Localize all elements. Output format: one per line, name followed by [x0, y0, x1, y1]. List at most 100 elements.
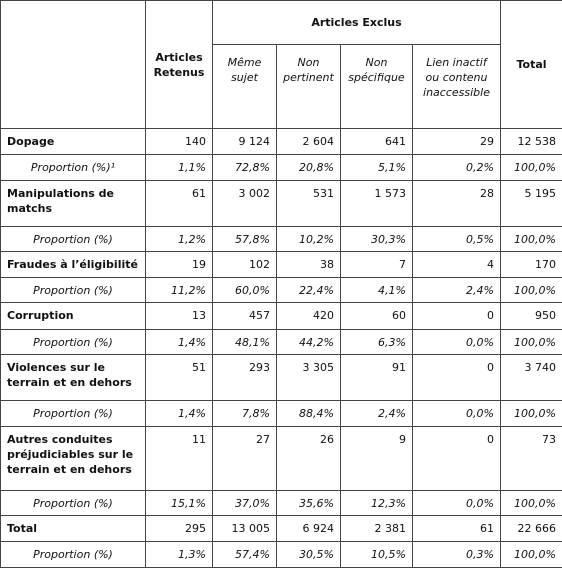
- cell: 531: [277, 181, 341, 227]
- cell: 3 305: [277, 355, 341, 401]
- cell: 457: [213, 303, 277, 330]
- cell: 73: [501, 427, 562, 491]
- row-label: Total: [1, 516, 146, 542]
- cell: 60: [341, 303, 413, 330]
- cell: 27: [213, 427, 277, 491]
- cell: 22 666: [501, 516, 562, 542]
- cell: 100,0%: [501, 542, 562, 568]
- cell: 13: [146, 303, 213, 330]
- cell: 6 924: [277, 516, 341, 542]
- cell: 4: [413, 252, 501, 278]
- cell: 7,8%: [213, 401, 277, 427]
- cell: 1,3%: [146, 542, 213, 568]
- cell: 2,4%: [341, 401, 413, 427]
- cell: 3 740: [501, 355, 562, 401]
- row-label: Proportion (%): [1, 542, 146, 568]
- cell: 100,0%: [501, 278, 562, 303]
- cell: 1,1%: [146, 155, 213, 181]
- row-label: Dopage: [1, 129, 146, 155]
- cell: 100,0%: [501, 227, 562, 252]
- cell: 26: [277, 427, 341, 491]
- row-label: Manipulations de matchs: [1, 181, 146, 227]
- cell: 5,1%: [341, 155, 413, 181]
- cell: 102: [213, 252, 277, 278]
- header-cell: Lien inactif ou contenu inaccessible: [413, 45, 501, 129]
- header-cell: Articles Exclus: [213, 1, 501, 45]
- cell: 5 195: [501, 181, 562, 227]
- cell: 30,3%: [341, 227, 413, 252]
- cell: 30,5%: [277, 542, 341, 568]
- cell: 1,2%: [146, 227, 213, 252]
- cell: 51: [146, 355, 213, 401]
- cell: 15,1%: [146, 491, 213, 516]
- cell: 0: [413, 427, 501, 491]
- header-cell: Articles Retenus: [146, 1, 213, 129]
- cell: 100,0%: [501, 330, 562, 355]
- cell: 2 604: [277, 129, 341, 155]
- table-row: Proportion (%)1,4%48,1%44,2%6,3%0,0%100,…: [1, 330, 562, 355]
- cell: 22,4%: [277, 278, 341, 303]
- cell: 0,2%: [413, 155, 501, 181]
- row-label: Autres conduites préjudiciables sur le t…: [1, 427, 146, 491]
- cell: 12,3%: [341, 491, 413, 516]
- cell: 0: [413, 355, 501, 401]
- table-row: Proportion (%)1,2%57,8%10,2%30,3%0,5%100…: [1, 227, 562, 252]
- cell: 12 538: [501, 129, 562, 155]
- cell: 11: [146, 427, 213, 491]
- cell: 420: [277, 303, 341, 330]
- cell: 100,0%: [501, 491, 562, 516]
- cell: 9: [341, 427, 413, 491]
- cell: 61: [146, 181, 213, 227]
- table-row: Proportion (%)11,2%60,0%22,4%4,1%2,4%100…: [1, 278, 562, 303]
- header-cell: Même sujet: [213, 45, 277, 129]
- cell: 57,8%: [213, 227, 277, 252]
- cell: 91: [341, 355, 413, 401]
- cell: 0,0%: [413, 401, 501, 427]
- cell: 0: [413, 303, 501, 330]
- cell: 1,4%: [146, 330, 213, 355]
- cell: 48,1%: [213, 330, 277, 355]
- cell: 19: [146, 252, 213, 278]
- cell: 60,0%: [213, 278, 277, 303]
- cell: 1,4%: [146, 401, 213, 427]
- cell: 10,2%: [277, 227, 341, 252]
- row-label: Corruption: [1, 303, 146, 330]
- cell: 293: [213, 355, 277, 401]
- cell: 10,5%: [341, 542, 413, 568]
- cell: 0,3%: [413, 542, 501, 568]
- cell: 0,0%: [413, 330, 501, 355]
- cell: 29: [413, 129, 501, 155]
- row-label: Proportion (%): [1, 330, 146, 355]
- cell: 1 573: [341, 181, 413, 227]
- cell: 11,2%: [146, 278, 213, 303]
- row-label: Proportion (%)¹: [1, 155, 146, 181]
- header-cell: Total: [501, 1, 562, 129]
- cell: 140: [146, 129, 213, 155]
- cell: 100,0%: [501, 401, 562, 427]
- row-label: Fraudes à l’éligibilité: [1, 252, 146, 278]
- cell: 13 005: [213, 516, 277, 542]
- cell: 7: [341, 252, 413, 278]
- cell: 641: [341, 129, 413, 155]
- cell: 28: [413, 181, 501, 227]
- header-cell: Non spécifique: [341, 45, 413, 129]
- table-row: Autres conduites préjudiciables sur le t…: [1, 427, 562, 491]
- row-label: Proportion (%): [1, 278, 146, 303]
- row-label: Proportion (%): [1, 227, 146, 252]
- table-row: Proportion (%)1,4%7,8%88,4%2,4%0,0%100,0…: [1, 401, 562, 427]
- cell: 20,8%: [277, 155, 341, 181]
- cell: 35,6%: [277, 491, 341, 516]
- table-row: Proportion (%)1,3%57,4%30,5%10,5%0,3%100…: [1, 542, 562, 568]
- cell: 72,8%: [213, 155, 277, 181]
- cell: 9 124: [213, 129, 277, 155]
- corner-cell: [1, 1, 146, 129]
- cell: 38: [277, 252, 341, 278]
